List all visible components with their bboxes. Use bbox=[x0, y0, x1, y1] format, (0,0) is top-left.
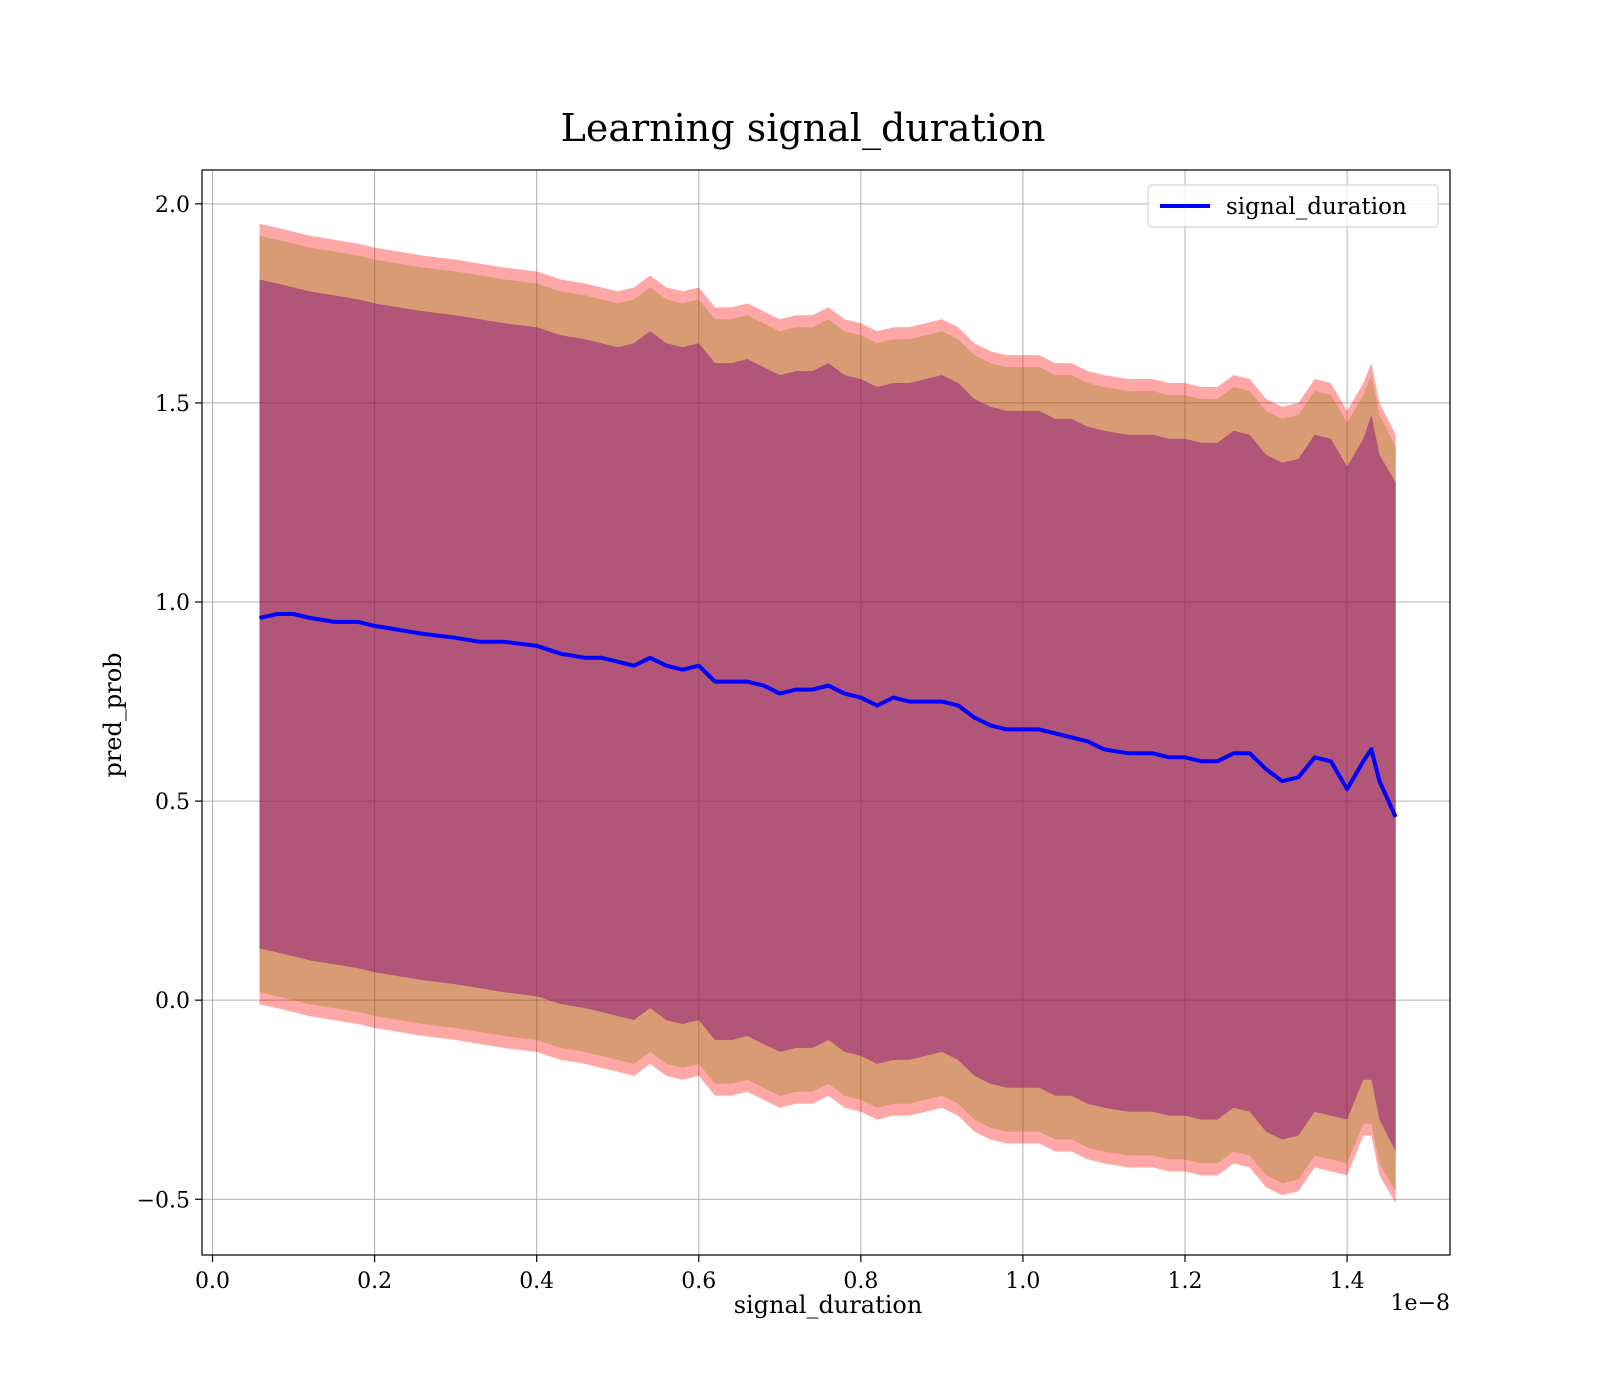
y-tick-label-5: 2.0 bbox=[155, 193, 190, 218]
band-2 bbox=[259, 279, 1396, 1152]
x-tick-label-3: 0.6 bbox=[681, 1269, 716, 1294]
y-axis-label: pred_prob bbox=[99, 652, 127, 777]
series-line-0 bbox=[259, 612, 1398, 818]
chart-title: Learning signal_duration bbox=[561, 106, 1046, 151]
x-tick-label-0: 0.0 bbox=[195, 1269, 230, 1294]
axes-frame bbox=[201, 169, 1451, 1256]
y-tick-label-2: 0.5 bbox=[155, 790, 190, 815]
y-tick-label-4: 1.5 bbox=[155, 392, 190, 417]
x-tick-label-1: 0.2 bbox=[357, 1269, 392, 1294]
legend-box bbox=[1147, 184, 1439, 228]
x-tick-label-4: 0.8 bbox=[843, 1269, 878, 1294]
x-axis-label: signal_duration bbox=[734, 1291, 923, 1319]
y-tick-label-0: −0.5 bbox=[137, 1188, 190, 1213]
y-tick-label-1: 0.0 bbox=[155, 989, 190, 1014]
x-scale-label: 1e−8 bbox=[1391, 1291, 1450, 1316]
x-tick-label-5: 1.0 bbox=[1005, 1269, 1040, 1294]
x-tick-label-6: 1.2 bbox=[1168, 1269, 1203, 1294]
plot-area: 0.0 0.2 0.4 0.6 0.8 1.0 1.2 1.4 −0.5 0.0 0.5 1.0 1.5… bbox=[137, 169, 1451, 1294]
x-tick-label-7: 1.4 bbox=[1330, 1269, 1365, 1294]
legend-label-0: signal_duration bbox=[1226, 194, 1407, 220]
x-tick-label-2: 0.4 bbox=[519, 1269, 554, 1294]
band-1 bbox=[259, 235, 1396, 1192]
band-0 bbox=[259, 223, 1396, 1204]
y-tick-label-3: 1.0 bbox=[155, 591, 190, 616]
